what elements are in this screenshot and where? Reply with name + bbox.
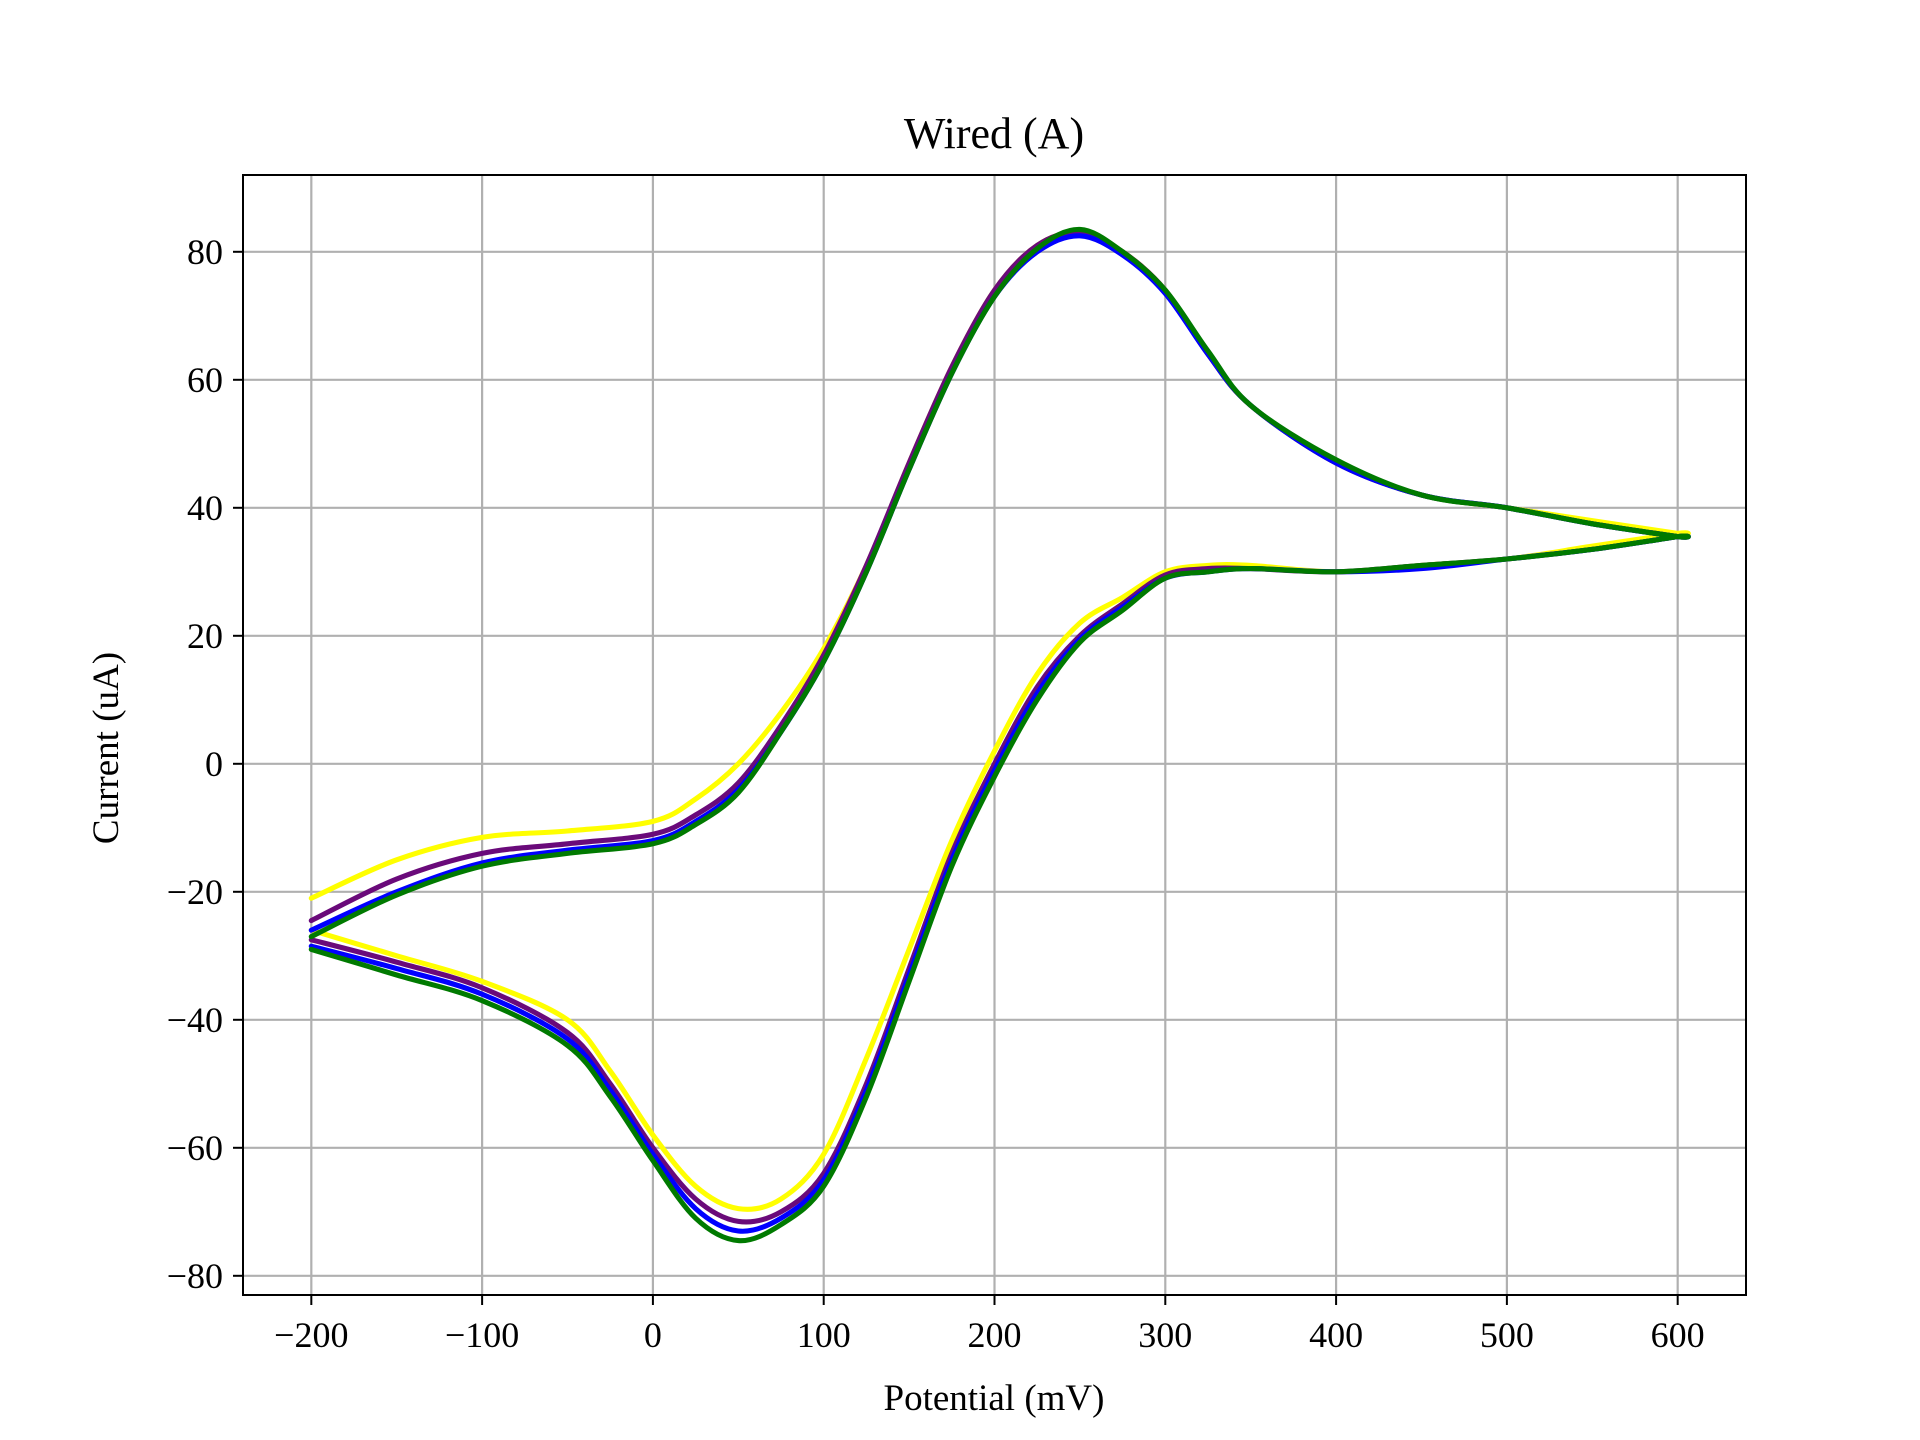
y-tick-label: 0 xyxy=(205,744,223,784)
y-tick-label: 40 xyxy=(187,488,223,528)
x-tick-label: 400 xyxy=(1309,1315,1363,1355)
y-tick-label: −20 xyxy=(167,872,223,912)
x-tick-label: 100 xyxy=(797,1315,851,1355)
x-tick-label: −200 xyxy=(274,1315,348,1355)
y-tick-label: 60 xyxy=(187,360,223,400)
x-axis-label: Potential (mV) xyxy=(884,1378,1105,1419)
x-tick-label: 200 xyxy=(968,1315,1022,1355)
y-tick-label: −80 xyxy=(167,1256,223,1296)
y-tick-label: 80 xyxy=(187,232,223,272)
x-tick-label: 300 xyxy=(1138,1315,1192,1355)
x-tick-label: −100 xyxy=(445,1315,519,1355)
series-layer xyxy=(308,226,1691,1244)
x-tick-label: 0 xyxy=(644,1315,662,1355)
series-line-1 xyxy=(308,229,1691,1212)
y-tick-label: 20 xyxy=(187,616,223,656)
y-tick-label: −40 xyxy=(167,1000,223,1040)
series-line-4 xyxy=(308,226,1691,1244)
chart-title: Wired (A) xyxy=(904,109,1084,158)
y-axis-ticks: −80 −60 −40 −20 0 20 40 60 80 xyxy=(167,232,243,1296)
x-tick-label: 500 xyxy=(1480,1315,1534,1355)
y-axis-label: Current (uA) xyxy=(86,652,127,844)
y-tick-label: −60 xyxy=(167,1128,223,1168)
x-tick-label: 600 xyxy=(1651,1315,1705,1355)
x-axis-ticks: −200 −100 0 100 200 300 400 500 600 xyxy=(274,1295,1705,1355)
